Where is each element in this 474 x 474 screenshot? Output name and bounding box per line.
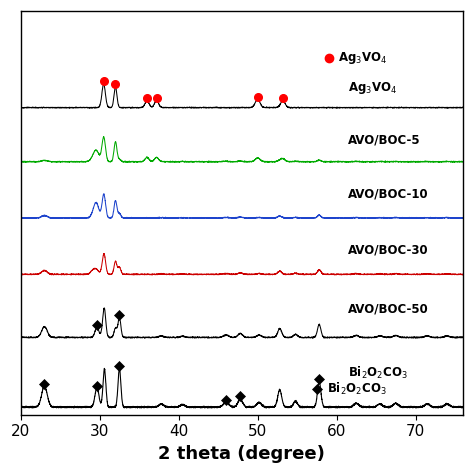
Text: AVO/BOC-50: AVO/BOC-50 xyxy=(348,302,429,315)
Text: Ag$_3$VO$_4$: Ag$_3$VO$_4$ xyxy=(348,80,398,96)
Text: Bi$_2$O$_2$CO$_3$: Bi$_2$O$_2$CO$_3$ xyxy=(327,381,387,397)
Text: AVO/BOC-5: AVO/BOC-5 xyxy=(348,133,421,146)
Text: Ag$_3$VO$_4$: Ag$_3$VO$_4$ xyxy=(338,50,387,66)
Text: AVO/BOC-30: AVO/BOC-30 xyxy=(348,244,429,256)
X-axis label: 2 theta (degree): 2 theta (degree) xyxy=(158,445,325,463)
Text: AVO/BOC-10: AVO/BOC-10 xyxy=(348,187,429,200)
Text: Bi$_2$O$_2$CO$_3$: Bi$_2$O$_2$CO$_3$ xyxy=(348,365,408,381)
